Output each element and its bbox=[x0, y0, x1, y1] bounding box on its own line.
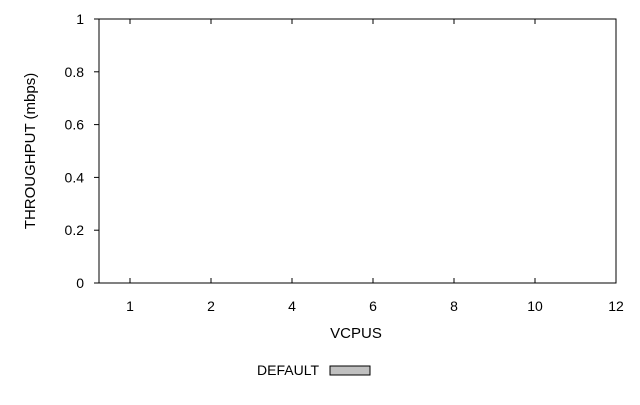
y-tick-label: 1 bbox=[76, 11, 84, 27]
x-axis-label: VCPUS bbox=[330, 325, 382, 342]
y-axis: 0 0.2 0.4 0.6 0.8 1 bbox=[65, 11, 99, 291]
legend-swatch bbox=[329, 365, 371, 376]
x-axis: 1 2 4 6 8 10 12 bbox=[126, 19, 624, 314]
legend: DEFAULT bbox=[257, 362, 371, 378]
legend-label: DEFAULT bbox=[257, 362, 319, 378]
x-tick-label: 10 bbox=[527, 298, 543, 314]
y-axis-label: THROUGHPUT (mbps) bbox=[22, 73, 39, 229]
x-tick-label: 6 bbox=[369, 298, 377, 314]
y-tick-label: 0.8 bbox=[65, 64, 85, 80]
x-tick-label: 8 bbox=[450, 298, 458, 314]
x-tick-label: 1 bbox=[126, 298, 134, 314]
y-tick-label: 0.4 bbox=[65, 169, 85, 185]
x-tick-label: 4 bbox=[288, 298, 296, 314]
x-tick-label: 2 bbox=[207, 298, 215, 314]
y-tick-label: 0 bbox=[76, 275, 84, 291]
x-tick-label: 12 bbox=[608, 298, 624, 314]
y-tick-label: 0.6 bbox=[65, 117, 85, 133]
y-tick-label: 0.2 bbox=[65, 222, 85, 238]
plot-frame bbox=[98, 18, 617, 284]
